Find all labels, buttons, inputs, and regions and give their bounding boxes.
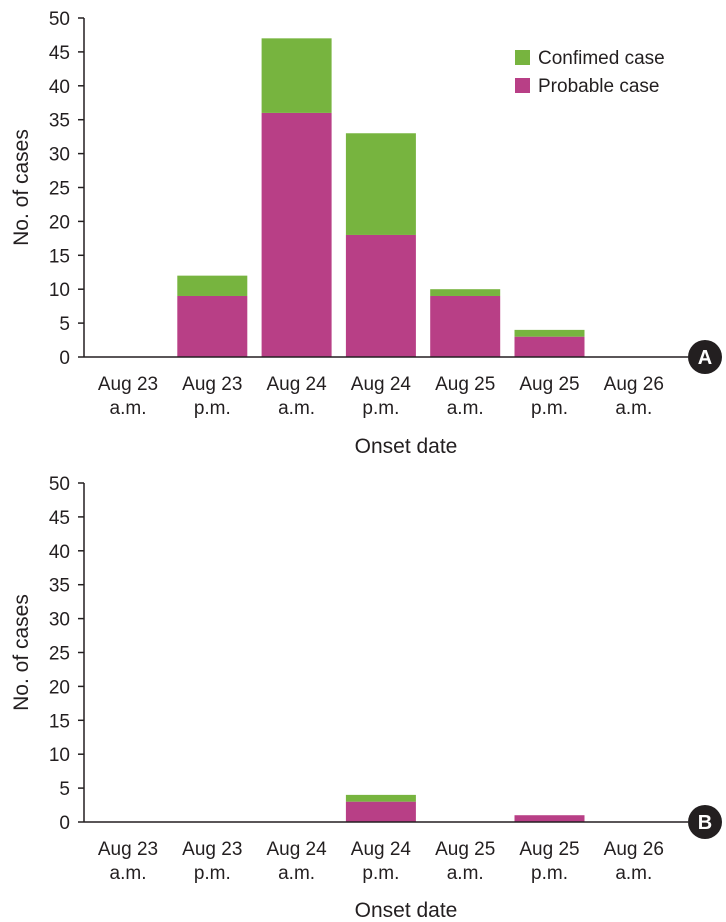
y-tick-label: 35 [49, 111, 70, 132]
y-tick-label: 10 [49, 280, 70, 301]
x-tick-label-period: p.m. [194, 863, 231, 884]
y-tick-label: 5 [59, 779, 70, 800]
x-tick-label-date: Aug 25 [435, 374, 495, 395]
x-tick-label-date: Aug 26 [604, 374, 664, 395]
bar-confirmed [345, 794, 416, 802]
y-tick-label: 35 [49, 576, 70, 597]
x-tick-label-date: Aug 25 [519, 839, 579, 860]
panel-badge [688, 805, 722, 839]
x-tick-label-period: p.m. [531, 398, 568, 419]
bar-probable [430, 295, 501, 357]
bar-probable [177, 295, 248, 357]
y-tick-label: 0 [59, 348, 70, 369]
x-tick-label-period: a.m. [615, 398, 652, 419]
y-tick-label: 20 [49, 212, 70, 233]
x-tick-label-period: p.m. [194, 398, 231, 419]
y-tick-label: 15 [49, 711, 70, 732]
y-tick-label: 5 [59, 314, 70, 335]
x-tick-label-date: Aug 25 [435, 839, 495, 860]
x-tick-label-date: Aug 26 [604, 839, 664, 860]
x-axis-title: Onset date [355, 899, 458, 922]
bar-confirmed [345, 133, 416, 235]
x-tick-label-period: a.m. [278, 398, 315, 419]
x-tick-label-period: a.m. [110, 398, 147, 419]
x-tick-label-period: a.m. [615, 863, 652, 884]
y-tick-label: 50 [49, 474, 70, 495]
bar-confirmed [177, 275, 248, 296]
x-tick-label-period: p.m. [362, 398, 399, 419]
x-tick-label-date: Aug 23 [98, 839, 158, 860]
legend-swatch-probable [515, 78, 530, 93]
y-tick-label: 25 [49, 179, 70, 200]
y-tick-label: 50 [49, 9, 70, 30]
x-tick-label-date: Aug 25 [519, 374, 579, 395]
bar-confirmed [261, 38, 332, 113]
bar-probable [345, 801, 416, 822]
legend-swatch-confirmed [515, 50, 530, 65]
legend-label-probable: Probable case [538, 76, 659, 97]
chart-panel-a: 0 5 10 15 20 25 30 35 40 45 50 Aug 23 a.m. Aug 23 p.m.… [10, 9, 722, 458]
panel-label: A [698, 347, 712, 369]
bar-probable [261, 112, 332, 357]
chart-panel-b: 0 5 10 15 20 25 30 35 40 45 50 Aug 23 a.m. Aug 23 p.m.… [10, 474, 722, 922]
legend-label-confirmed: Confimed case [538, 48, 665, 69]
y-tick-label: 30 [49, 610, 70, 631]
x-tick-label-period: a.m. [447, 398, 484, 419]
x-tick-label-date: Aug 23 [98, 374, 158, 395]
panel-badge [688, 340, 722, 374]
bar-confirmed [514, 329, 585, 337]
x-tick-label-date: Aug 24 [266, 839, 327, 860]
y-tick-label: 20 [49, 677, 70, 698]
bar-probable [514, 815, 585, 822]
x-tick-label-period: a.m. [447, 863, 484, 884]
y-tick-label: 45 [49, 508, 70, 529]
x-tick-label-date: Aug 23 [182, 839, 242, 860]
bar-probable [514, 336, 585, 357]
bar-probable [345, 234, 416, 357]
y-tick-label: 0 [59, 813, 70, 834]
y-tick-label: 40 [49, 542, 70, 563]
x-tick-label-date: Aug 24 [351, 374, 412, 395]
bar-confirmed [430, 289, 501, 296]
x-tick-label-date: Aug 24 [266, 374, 327, 395]
y-tick-label: 40 [49, 77, 70, 98]
y-tick-label: 25 [49, 644, 70, 665]
x-axis-title: Onset date [355, 435, 458, 458]
x-tick-label-period: a.m. [110, 863, 147, 884]
y-tick-label: 15 [49, 246, 70, 267]
y-axis-title: No. of cases [10, 594, 33, 711]
x-tick-label-date: Aug 24 [351, 839, 412, 860]
y-tick-label: 45 [49, 43, 70, 64]
x-tick-label-period: p.m. [362, 863, 399, 884]
x-tick-label-period: p.m. [531, 863, 568, 884]
legend: Confimed case Probable case [515, 48, 665, 97]
panel-label: B [698, 812, 712, 834]
x-tick-label-date: Aug 23 [182, 374, 242, 395]
x-tick-label-period: a.m. [278, 863, 315, 884]
y-axis-title: No. of cases [10, 129, 33, 246]
y-tick-label: 10 [49, 745, 70, 766]
y-tick-label: 30 [49, 145, 70, 166]
